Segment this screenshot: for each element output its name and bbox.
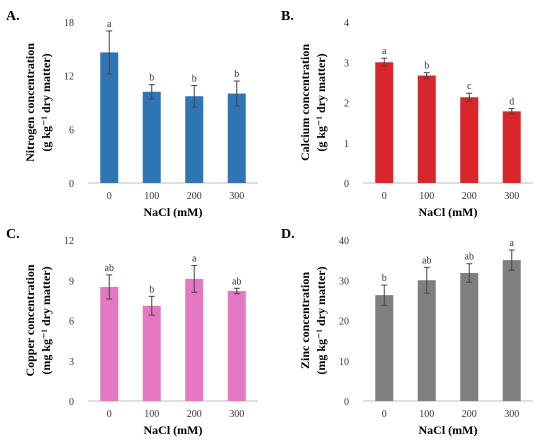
bar	[227, 290, 246, 401]
y-tick-label: 3	[344, 58, 349, 69]
chart-svg-c: C. 0 3 6 9 12 ab 0 b 100 a 200 ab 300 NaCl (mM) Copper …	[6, 227, 258, 437]
x-tick-label: 300	[229, 191, 244, 202]
x-tick-label: 200	[462, 409, 477, 420]
x-tick-label: 100	[419, 409, 434, 420]
y-axis-title-line2: (g kg⁻¹ dry matter)	[39, 53, 53, 151]
y-axis-title-line2: (mg kg⁻¹ dry matter)	[314, 266, 328, 374]
bar	[502, 260, 521, 401]
y-tick-label: 30	[339, 276, 349, 287]
bar	[142, 305, 161, 401]
bar	[185, 278, 204, 401]
panel-a: A. 0 6 12 18 a 0 b 100 b 200 b 300 NaCl (mM) Nitrogen …	[0, 0, 275, 219]
significance-label: a	[382, 46, 387, 57]
significance-label: b	[192, 74, 197, 85]
x-tick-label: 100	[419, 191, 434, 202]
bar	[460, 97, 479, 183]
panel-c: C. 0 3 6 9 12 ab 0 b 100 a 200 ab 300 NaCl (mM) Copper …	[0, 218, 275, 437]
x-tick-label: 300	[229, 409, 244, 420]
bar	[460, 273, 479, 401]
x-axis-title: NaCl (mM)	[144, 423, 203, 437]
bar	[417, 280, 436, 401]
chart-svg-d: D. 0 10 20 30 40 b 0 ab 100 ab 200 a 300 NaCl (mM) Zinc…	[281, 227, 533, 437]
y-axis-title-line1: Nitrogen concentration	[23, 43, 37, 162]
bar	[375, 62, 394, 183]
y-tick-label: 6	[69, 125, 74, 136]
y-tick-label: 40	[339, 236, 349, 247]
y-axis-title-line1: Copper concentration	[23, 264, 37, 376]
bar	[375, 295, 394, 401]
y-axis-title-line1: Zinc concentration	[298, 272, 312, 369]
bar	[100, 286, 119, 401]
x-tick-label: 300	[504, 191, 519, 202]
significance-label: b	[149, 73, 154, 84]
x-tick-label: 0	[107, 191, 112, 202]
chart-svg-a: A. 0 6 12 18 a 0 b 100 b 200 b 300 NaCl (mM) Nitrogen …	[6, 9, 258, 219]
significance-label: b	[382, 273, 387, 284]
y-tick-label: 20	[339, 317, 349, 328]
y-tick-label: 9	[69, 276, 74, 287]
x-tick-label: 100	[144, 191, 159, 202]
bar	[502, 111, 521, 183]
x-tick-label: 300	[504, 409, 519, 420]
y-tick-label: 0	[69, 397, 74, 408]
y-tick-label: 18	[64, 18, 74, 29]
y-tick-label: 0	[69, 179, 74, 190]
significance-label: ab	[232, 276, 241, 287]
significance-label: d	[509, 97, 514, 108]
y-tick-label: 10	[339, 357, 349, 368]
y-tick-label: 4	[344, 18, 349, 29]
x-axis-title: NaCl (mM)	[144, 205, 203, 218]
significance-label: a	[192, 253, 197, 264]
x-axis-title: NaCl (mM)	[419, 423, 478, 437]
panel-label: C.	[6, 227, 20, 242]
bar	[227, 93, 246, 183]
significance-label: ab	[465, 252, 474, 263]
significance-label: ab	[422, 255, 431, 266]
x-tick-label: 100	[144, 409, 159, 420]
panel-label: A.	[6, 9, 20, 24]
significance-label: b	[424, 61, 429, 72]
x-tick-label: 0	[107, 409, 112, 420]
y-tick-label: 1	[344, 139, 349, 150]
y-axis-title-line1: Calcium concentration	[298, 44, 312, 161]
y-tick-label: 6	[69, 317, 74, 328]
bar	[100, 52, 119, 184]
y-tick-label: 2	[344, 99, 349, 110]
y-tick-label: 12	[64, 236, 74, 247]
panel-d: D. 0 10 20 30 40 b 0 ab 100 ab 200 a 300 NaCl (mM) Zinc…	[275, 218, 550, 437]
x-tick-label: 200	[187, 191, 202, 202]
significance-label: b	[149, 284, 154, 295]
significance-label: ab	[105, 263, 114, 274]
x-tick-label: 200	[187, 409, 202, 420]
x-tick-label: 0	[382, 409, 387, 420]
y-tick-label: 0	[344, 179, 349, 190]
panel-label: B.	[281, 9, 294, 24]
chart-svg-b: B. 0 1 2 3 4 a 0 b 100 c 200 d 300 NaCl (mM) Calcium co…	[281, 9, 533, 219]
significance-label: a	[107, 19, 112, 30]
bar	[142, 91, 161, 183]
bar	[185, 96, 204, 183]
x-axis-title: NaCl (mM)	[419, 205, 478, 218]
significance-label: b	[234, 69, 239, 80]
significance-label: c	[467, 81, 472, 92]
panel-b: B. 0 1 2 3 4 a 0 b 100 c 200 d 300 NaCl (mM) Calcium co…	[275, 0, 550, 219]
y-tick-label: 0	[344, 397, 349, 408]
y-tick-label: 12	[64, 72, 74, 83]
bar	[417, 75, 436, 183]
y-tick-label: 3	[69, 357, 74, 368]
significance-label: a	[510, 238, 515, 249]
x-tick-label: 0	[382, 191, 387, 202]
panel-label: D.	[281, 227, 295, 242]
y-axis-title-line2: (mg kg⁻¹ dry matter)	[39, 266, 53, 374]
y-axis-title-line2: (g kg⁻¹ dry matter)	[314, 53, 328, 151]
x-tick-label: 200	[462, 191, 477, 202]
